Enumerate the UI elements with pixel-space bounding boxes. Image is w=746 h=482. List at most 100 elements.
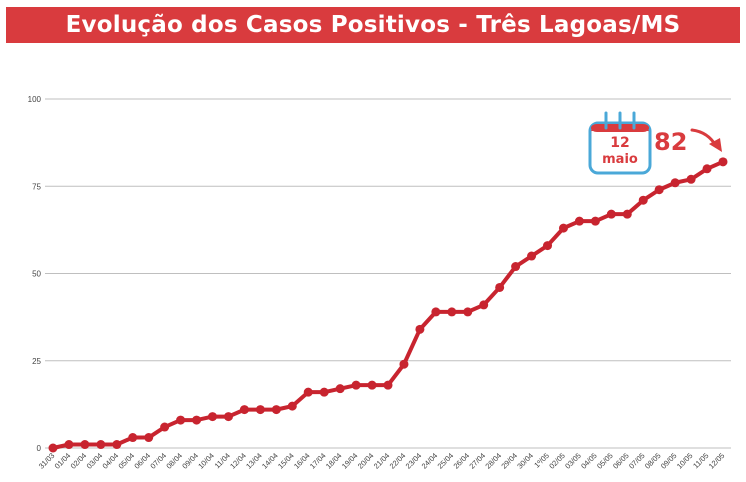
x-tick-label: 20/04 (356, 451, 376, 471)
data-point (351, 380, 361, 390)
x-tick-label: 02/05 (547, 451, 567, 471)
x-tick-label: 11/05 (691, 451, 710, 470)
data-point (96, 440, 106, 450)
data-point (223, 412, 233, 422)
y-tick-label: 25 (32, 357, 41, 366)
x-tick-label: 04/04 (101, 451, 121, 471)
x-tick-label: 03/05 (563, 451, 583, 471)
data-point (112, 440, 122, 450)
calendar-icon: 12 maio (588, 111, 652, 175)
calendar-month: maio (602, 152, 638, 167)
x-tick-label: 06/05 (611, 451, 631, 471)
x-tick-label: 08/04 (164, 451, 184, 471)
x-tick-label: 15/04 (276, 451, 296, 471)
y-tick-label: 0 (37, 444, 42, 453)
x-tick-label: 17/04 (308, 451, 328, 471)
x-tick-label: 21/04 (372, 451, 392, 471)
data-point (128, 433, 138, 443)
data-point (144, 433, 154, 443)
x-tick-label: 07/04 (148, 451, 168, 471)
data-point (654, 185, 664, 195)
x-tick-label: 1º/05 (532, 451, 551, 470)
data-point (574, 216, 584, 226)
data-point (64, 440, 74, 450)
series-line (51, 159, 725, 450)
x-tick-label: 22/04 (388, 451, 408, 471)
grid-layer (45, 98, 731, 449)
data-point (718, 157, 728, 167)
y-tick-label: 75 (32, 182, 41, 191)
y-axis: 0 25 50 75 100 (28, 95, 42, 453)
title-banner: Evolução dos Casos Positivos - Três Lago… (6, 7, 740, 43)
x-tick-label: 02/04 (69, 451, 89, 471)
x-tick-label: 24/04 (420, 451, 440, 471)
data-point (303, 387, 313, 397)
x-tick-label: 29/04 (499, 451, 519, 471)
x-tick-label: 03/04 (85, 451, 105, 471)
data-point (511, 262, 521, 272)
x-tick-label: 23/04 (404, 451, 424, 471)
data-point (255, 405, 265, 415)
data-point (176, 415, 186, 425)
x-tick-label: 05/05 (595, 451, 615, 471)
data-point (479, 300, 489, 310)
data-point (606, 209, 616, 219)
curved-arrow-icon (690, 128, 722, 152)
x-tick-label: 26/04 (452, 451, 472, 471)
data-point (702, 164, 712, 174)
latest-value-label: 82 (654, 128, 687, 156)
data-point (271, 405, 281, 415)
x-tick-label: 12/04 (228, 451, 248, 471)
calendar-day: 12 (610, 135, 629, 151)
x-tick-label: 09/05 (659, 451, 679, 471)
data-point (383, 380, 393, 390)
x-tick-label: 08/05 (643, 451, 663, 471)
data-point (431, 307, 441, 317)
data-point (367, 380, 377, 390)
x-tick-label: 16/04 (292, 451, 312, 471)
x-tick-label: 10/04 (196, 451, 216, 471)
data-point (638, 195, 648, 205)
data-point (335, 384, 345, 394)
data-point (192, 415, 202, 425)
x-tick-label: 04/05 (579, 451, 599, 471)
data-point (670, 178, 680, 188)
x-tick-label: 30/04 (515, 451, 535, 471)
data-point (319, 387, 329, 397)
data-point (527, 251, 537, 261)
data-point (48, 443, 58, 453)
x-tick-label: 07/05 (627, 451, 647, 471)
series-cases (48, 157, 728, 453)
data-point (160, 422, 170, 432)
data-point (495, 282, 505, 292)
x-tick-label: 25/04 (436, 451, 456, 471)
x-axis: 31/0301/0402/0403/0404/0405/0406/0407/04… (37, 451, 727, 471)
x-tick-label: 12/05 (707, 451, 727, 471)
y-tick-label: 50 (32, 270, 41, 279)
x-tick-label: 06/04 (132, 451, 152, 471)
y-tick-label: 100 (28, 95, 42, 104)
x-tick-label: 10/05 (675, 451, 695, 471)
data-point (686, 174, 696, 184)
x-tick-label: 28/04 (483, 451, 503, 471)
x-tick-label: 05/04 (117, 451, 137, 471)
data-point (447, 307, 457, 317)
data-point (543, 241, 553, 251)
x-tick-label: 13/04 (244, 451, 264, 471)
data-point (399, 359, 409, 369)
data-point (287, 401, 297, 411)
data-point (622, 209, 632, 219)
x-tick-label: 27/04 (467, 451, 487, 471)
data-point (80, 440, 90, 450)
x-tick-label: 01/04 (53, 451, 73, 471)
data-point (463, 307, 473, 317)
x-tick-label: 31/03 (37, 451, 57, 471)
data-point (208, 412, 218, 422)
data-point (558, 223, 568, 233)
x-tick-label: 18/04 (324, 451, 344, 471)
data-point (415, 324, 425, 334)
data-point (239, 405, 249, 415)
data-point (590, 216, 600, 226)
x-tick-label: 09/04 (180, 451, 200, 471)
